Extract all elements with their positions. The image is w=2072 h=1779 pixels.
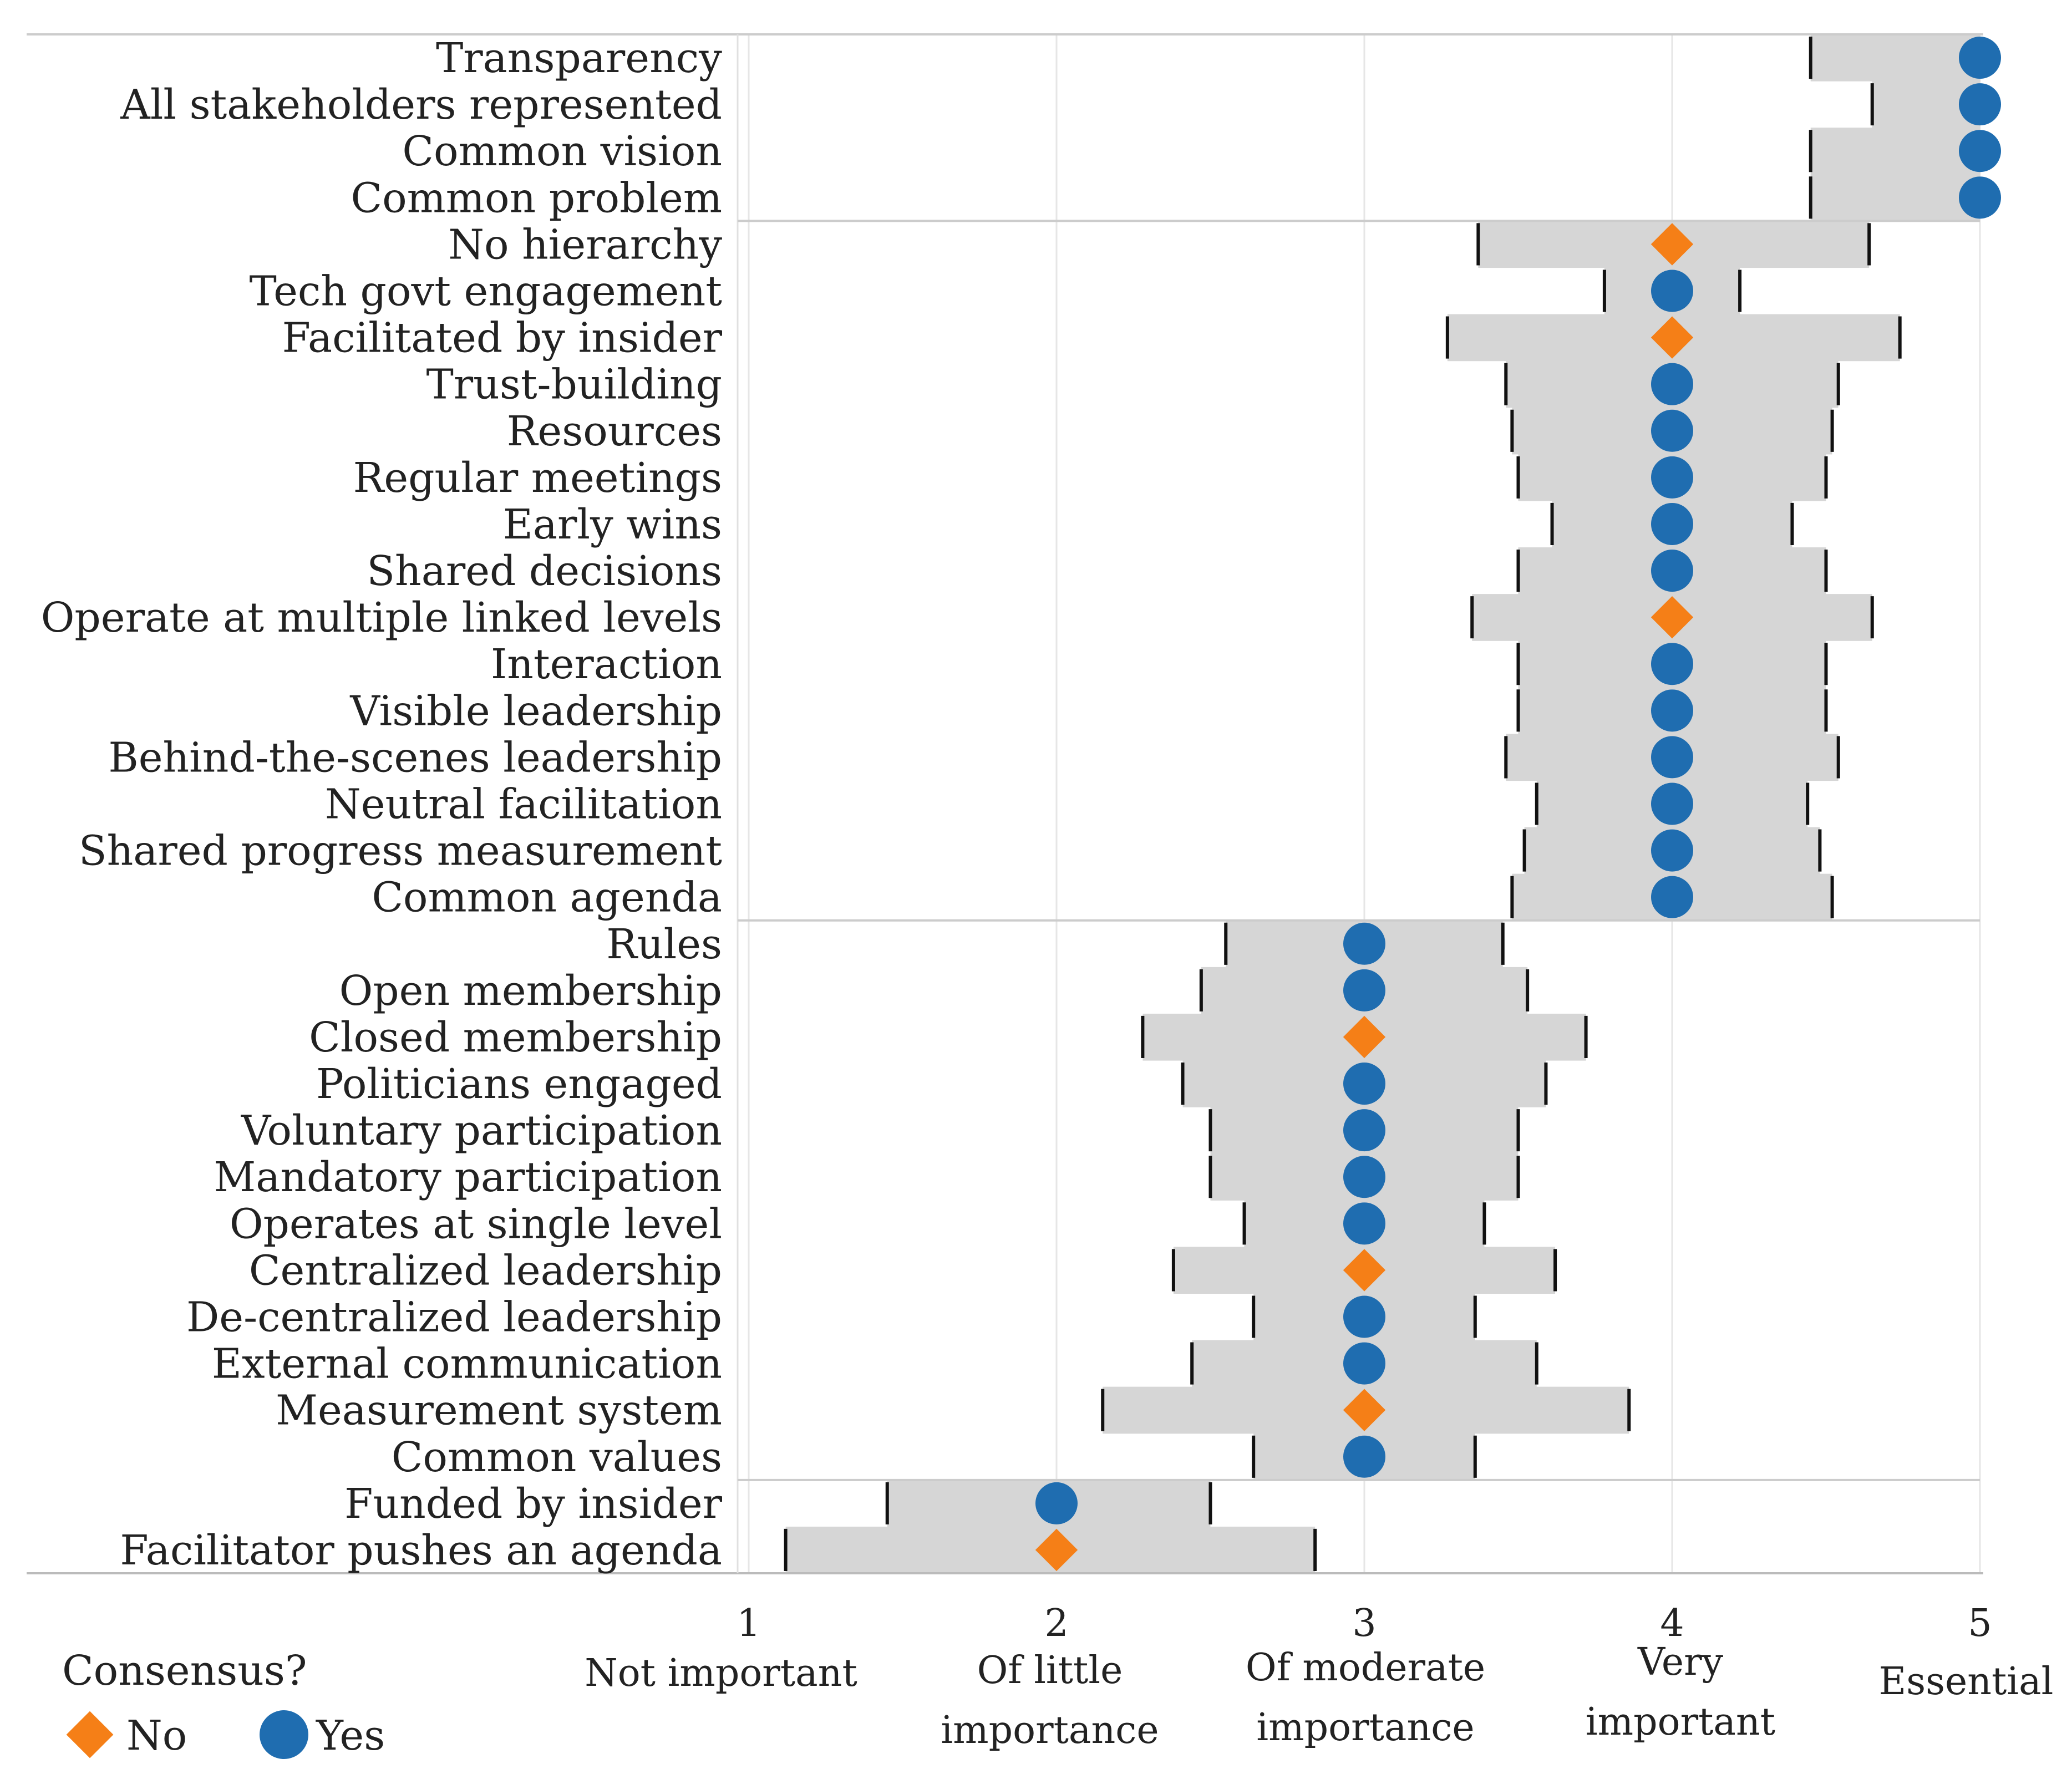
- row-label-open-membership: Open membership: [339, 967, 722, 1015]
- row-label-early-wins: Early wins: [503, 501, 722, 548]
- median-marker-operate-at-multiple-linked-levels: [1651, 596, 1694, 639]
- median-marker-visible-leadership: [1651, 689, 1693, 732]
- median-marker-behind-the-scenes-leadership: [1651, 736, 1693, 779]
- legend-label-no: No: [126, 1712, 187, 1760]
- row-label-shared-progress-measurement: Shared progress measurement: [79, 827, 722, 875]
- row-label-de-centralized-leadership: De-centralized leadership: [186, 1294, 722, 1341]
- legend-entry-no: No: [66, 1711, 187, 1760]
- median-marker-no-hierarchy: [1651, 223, 1694, 266]
- row-label-rules: Rules: [606, 921, 722, 968]
- legend-title: Consensus?: [62, 1647, 307, 1695]
- row-label-common-problem: Common problem: [351, 174, 722, 222]
- x-axis: 1 Not important 2Of little importance 3Of mo…: [585, 1602, 2053, 1752]
- legend-entry-yes: Yes: [260, 1710, 385, 1760]
- median-marker-early-wins: [1651, 502, 1693, 545]
- median-marker-shared-decisions: [1651, 550, 1693, 592]
- row-label-measurement-system: Measurement system: [276, 1387, 722, 1435]
- legend-marker-yes: [260, 1710, 308, 1759]
- tick-label-1: 1: [737, 1602, 760, 1645]
- tick-label-4: 4: [1660, 1602, 1684, 1645]
- row-label-mandatory-participation: Mandatory participation: [214, 1153, 722, 1201]
- tick-label-5: 5: [1968, 1602, 1992, 1645]
- row-label-operates-at-single-level: Operates at single level: [230, 1200, 722, 1248]
- median-marker-de-centralized-leadership: [1343, 1295, 1385, 1338]
- median-marker-neutral-facilitation: [1651, 782, 1693, 825]
- tick-desc-3-1: Of moderate: [1246, 1646, 1485, 1690]
- tick-label-3: 3: [1352, 1602, 1376, 1645]
- row-label-all-stakeholders-represented: All stakeholders represented: [120, 81, 722, 129]
- median-marker-all-stakeholders-represented: [1959, 83, 2001, 126]
- median-marker-measurement-system: [1343, 1389, 1386, 1431]
- row-label-visible-leadership: Visible leadership: [349, 687, 722, 735]
- tick-desc-4-2: important: [1586, 1700, 1775, 1744]
- median-marker-regular-meetings: [1651, 456, 1693, 499]
- median-markers: [1035, 37, 2001, 1572]
- median-marker-facilitated-by-insider: [1651, 316, 1694, 359]
- median-marker-operates-at-single-level: [1343, 1202, 1385, 1245]
- median-marker-tech-govt-engagement: [1651, 270, 1693, 312]
- median-marker-facilitator-pushes-an-agenda: [1035, 1528, 1078, 1572]
- median-marker-politicians-engaged: [1343, 1063, 1385, 1105]
- range-whiskers: [784, 37, 1902, 1571]
- legend-label-yes: Yes: [316, 1712, 385, 1760]
- row-label-resources: Resources: [507, 408, 722, 455]
- range-band-common-problem: [1810, 174, 1980, 221]
- median-marker-closed-membership: [1343, 1015, 1386, 1059]
- row-label-funded-by-insider: Funded by insider: [344, 1480, 723, 1528]
- group-separators: [27, 33, 1983, 1574]
- row-label-tech-govt-engagement: Tech govt engagement: [250, 268, 723, 316]
- row-label-transparency: Transparency: [436, 34, 722, 82]
- median-marker-external-communication: [1343, 1342, 1385, 1385]
- row-label-trust-building: Trust-building: [426, 361, 722, 409]
- median-marker-centralized-leadership: [1343, 1249, 1386, 1292]
- legend-marker-no: [66, 1711, 114, 1758]
- row-label-facilitated-by-insider: Facilitated by insider: [282, 314, 723, 362]
- row-label-voluntary-participation: Voluntary participation: [241, 1107, 722, 1155]
- row-label-facilitator-pushes-an-agenda: Facilitator pushes an agenda: [120, 1527, 722, 1574]
- row-label-behind-the-scenes-leadership: Behind-the-scenes leadership: [108, 734, 722, 781]
- row-label-operate-at-multiple-linked-levels: Operate at multiple linked levels: [41, 594, 722, 642]
- row-label-common-vision: Common vision: [402, 128, 722, 175]
- median-marker-open-membership: [1343, 969, 1385, 1012]
- median-marker-common-agenda: [1651, 876, 1693, 918]
- tick-desc-1-1: Not important: [585, 1651, 857, 1695]
- tick-desc-2-1: Of little: [977, 1649, 1123, 1692]
- median-marker-shared-progress-measurement: [1651, 829, 1693, 872]
- row-label-politicians-engaged: Politicians engaged: [316, 1060, 722, 1108]
- median-marker-common-values: [1343, 1435, 1385, 1478]
- median-marker-voluntary-participation: [1343, 1109, 1385, 1152]
- median-marker-common-problem: [1959, 176, 2001, 219]
- row-label-no-hierarchy: No hierarchy: [448, 221, 722, 268]
- median-marker-common-vision: [1959, 130, 2001, 172]
- median-marker-resources: [1651, 409, 1693, 452]
- row-label-neutral-facilitation: Neutral facilitation: [325, 781, 722, 828]
- row-label-centralized-leadership: Centralized leadership: [249, 1247, 722, 1294]
- median-marker-trust-building: [1651, 363, 1693, 405]
- tick-desc-4-1: Very: [1637, 1640, 1724, 1684]
- tick-desc-3-2: importance: [1256, 1706, 1474, 1750]
- median-marker-mandatory-participation: [1343, 1156, 1385, 1198]
- range-band-common-vision: [1810, 128, 1980, 175]
- row-label-external-communication: External communication: [212, 1340, 722, 1388]
- median-marker-rules: [1343, 922, 1385, 965]
- row-label-closed-membership: Closed membership: [309, 1014, 722, 1061]
- row-label-common-values: Common values: [392, 1434, 722, 1481]
- median-marker-funded-by-insider: [1035, 1482, 1078, 1524]
- tick-desc-2-2: importance: [941, 1709, 1159, 1752]
- range-band-transparency: [1810, 34, 1980, 82]
- legend: Consensus? No Yes: [62, 1647, 385, 1760]
- row-label-regular-meetings: Regular meetings: [353, 454, 722, 502]
- row-label-common-agenda: Common agenda: [372, 874, 722, 922]
- median-marker-transparency: [1959, 37, 2001, 79]
- tick-label-2: 2: [1044, 1602, 1068, 1645]
- row-label-interaction: Interaction: [491, 641, 722, 688]
- tick-desc-5-1: Essential: [1879, 1660, 2054, 1704]
- median-marker-interaction: [1651, 643, 1693, 685]
- row-label-shared-decisions: Shared decisions: [367, 547, 722, 595]
